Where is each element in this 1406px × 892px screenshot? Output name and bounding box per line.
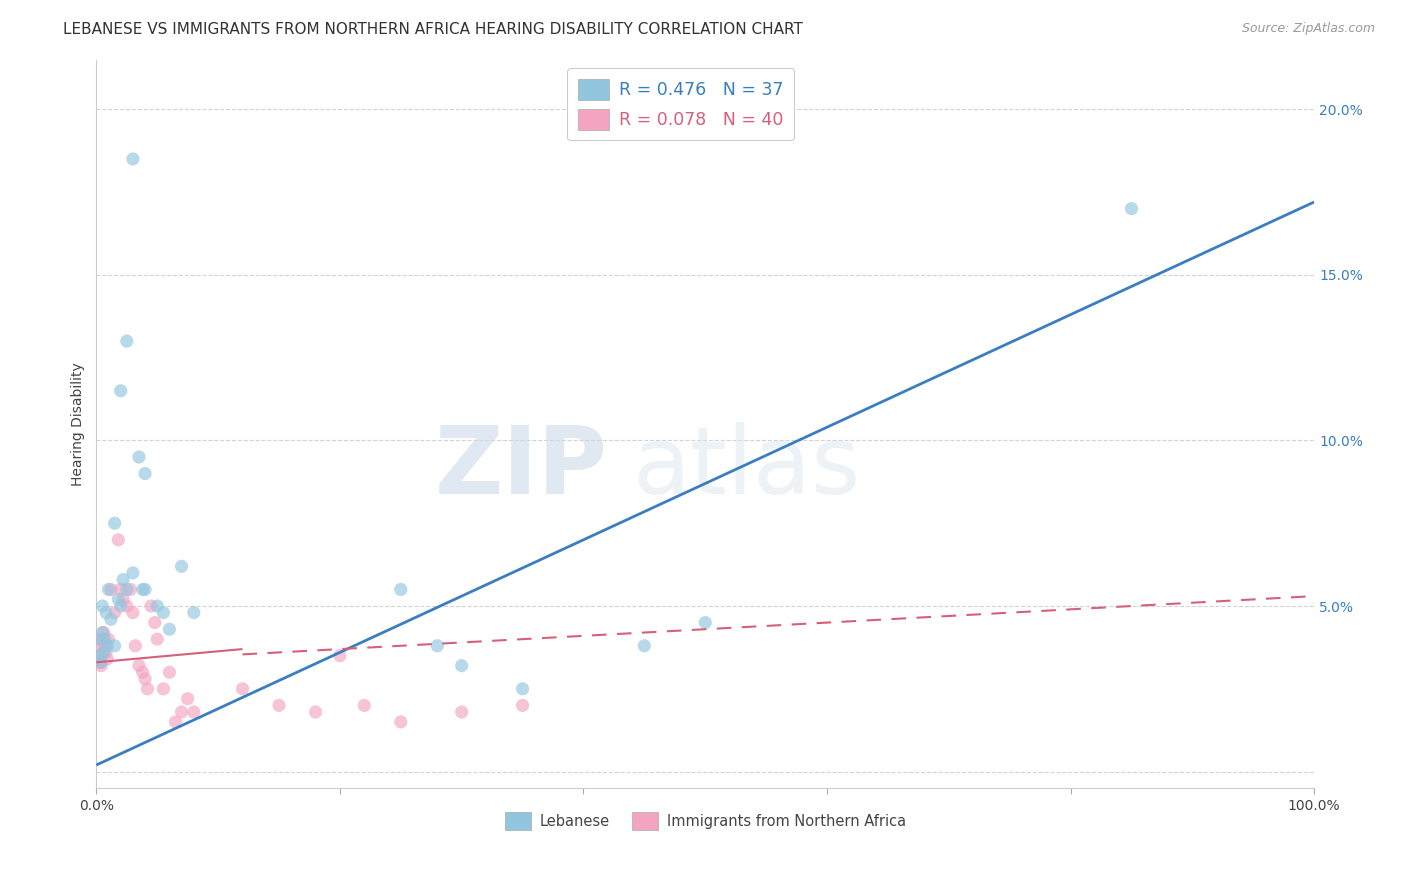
Point [110,582,132,597]
Y-axis label: Hearing Disability: Hearing Disability [72,362,86,486]
Point [353,698,375,713]
Point [329,648,352,663]
Point [91,625,114,640]
Point [141,599,163,613]
Point [134,467,156,481]
Point [231,681,253,696]
Point [157,665,180,680]
Point [170,705,193,719]
Point [112,573,135,587]
Point [91,632,114,647]
Point [100,582,122,597]
Point [389,582,412,597]
Point [89,656,111,670]
Point [183,705,205,719]
Point [97,632,120,647]
Point [110,599,132,613]
Point [157,622,180,636]
Point [122,566,145,580]
Point [112,592,135,607]
Point [89,648,111,663]
Point [267,698,290,713]
Point [124,639,146,653]
Point [90,656,112,670]
Point [115,582,138,597]
Point [87,648,110,663]
Point [93,645,115,659]
Point [107,592,129,607]
Point [90,658,112,673]
Point [512,681,534,696]
Point [104,606,127,620]
Text: LEBANESE VS IMMIGRANTS FROM NORTHERN AFRICA HEARING DISABILITY CORRELATION CHART: LEBANESE VS IMMIGRANTS FROM NORTHERN AFR… [63,22,803,37]
Point [136,681,159,696]
Point [120,582,142,597]
Point [304,705,326,719]
Point [450,658,472,673]
Point [165,714,187,729]
Point [94,632,117,647]
Point [450,705,472,719]
Point [104,516,127,531]
Point [122,152,145,166]
Point [91,599,114,613]
Point [134,582,156,597]
Point [143,615,166,630]
Point [633,639,655,653]
Point [97,582,120,597]
Point [86,639,108,653]
Point [100,612,122,626]
Text: atlas: atlas [633,422,860,514]
Point [94,606,117,620]
Point [146,632,169,647]
Point [104,639,127,653]
Point [96,639,118,653]
Point [426,639,449,653]
Point [152,606,174,620]
Point [87,632,110,647]
Point [122,606,145,620]
Point [146,599,169,613]
Point [170,559,193,574]
Point [176,691,198,706]
Point [131,582,153,597]
Point [389,714,412,729]
Point [134,672,156,686]
Point [93,625,115,640]
Point [94,645,117,659]
Legend: Lebanese, Immigrants from Northern Africa: Lebanese, Immigrants from Northern Afric… [499,806,911,836]
Point [115,599,138,613]
Point [695,615,717,630]
Point [96,652,118,666]
Point [131,665,153,680]
Point [183,606,205,620]
Point [128,658,150,673]
Point [94,639,117,653]
Point [115,334,138,348]
Point [107,533,129,547]
Point [128,450,150,464]
Point [152,681,174,696]
Point [512,698,534,713]
Point [1121,202,1143,216]
Text: Source: ZipAtlas.com: Source: ZipAtlas.com [1241,22,1375,36]
Point [110,384,132,398]
Text: ZIP: ZIP [434,422,607,514]
